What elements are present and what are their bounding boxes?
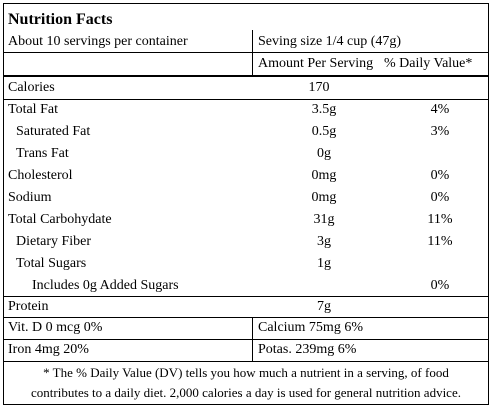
row-name: Cholesterol	[8, 168, 73, 183]
row-name: Saturated Fat	[16, 124, 91, 139]
row-name: Trans Fat	[16, 146, 69, 161]
divider	[4, 99, 488, 100]
row-dv: 11%	[427, 212, 453, 227]
nutrition-panel: Nutrition Facts About 10 servings per co…	[3, 3, 489, 405]
row-name: Sodium	[8, 190, 52, 205]
row-name: Total Carbohydate	[8, 212, 112, 227]
row-amount: 3g	[317, 234, 331, 249]
row-amount: 3.5g	[311, 102, 337, 117]
row-amount: 7g	[317, 299, 331, 314]
row-amount: 31g	[313, 212, 335, 227]
row-name: Calories	[8, 80, 55, 95]
vitamin: Potas. 239mg 6%	[258, 342, 357, 357]
footnote: contributes to a daily diet. 2,000 calor…	[31, 385, 461, 400]
vitamin: Iron 4mg 20%	[8, 342, 89, 357]
row-name: Includes 0g Added Sugars	[32, 278, 179, 293]
footnote: * The % Daily Value (DV) tells you how m…	[43, 365, 449, 380]
servings: About 10 servings per container	[8, 34, 188, 49]
row-dv: 4%	[430, 102, 450, 117]
row-amount: 0mg	[311, 168, 337, 183]
row-name: Protein	[8, 299, 49, 314]
divider	[4, 361, 488, 362]
vitamin: Calcium 75mg 6%	[258, 320, 363, 335]
vitamin: Vit. D 0 mcg 0%	[8, 320, 103, 335]
divider	[4, 317, 488, 318]
row-name: Dietary Fiber	[16, 234, 92, 249]
row-dv: 3%	[430, 124, 450, 139]
row-amount: 0mg	[311, 190, 337, 205]
divider	[4, 52, 488, 53]
row-dv: 0%	[430, 278, 450, 293]
row-amount: 170	[308, 80, 330, 95]
row-dv: 0%	[430, 190, 450, 205]
row-amount: 0g	[317, 146, 331, 161]
divider	[4, 75, 488, 77]
row-amount: 0.5g	[311, 124, 337, 139]
amount-header: Amount Per Serving	[258, 56, 374, 71]
dv-header: % Daily Value*	[384, 56, 473, 71]
serving-size: Seving size 1/4 cup (47g)	[258, 34, 402, 49]
row-name: Total Fat	[8, 102, 58, 117]
title: Nutrition Facts	[8, 11, 113, 28]
divider	[4, 296, 488, 297]
divider	[4, 339, 488, 340]
row-dv: 0%	[430, 168, 450, 183]
divider	[252, 30, 253, 76]
row-name: Total Sugars	[16, 256, 87, 271]
row-dv: 11%	[427, 234, 453, 249]
row-amount: 1g	[317, 256, 331, 271]
